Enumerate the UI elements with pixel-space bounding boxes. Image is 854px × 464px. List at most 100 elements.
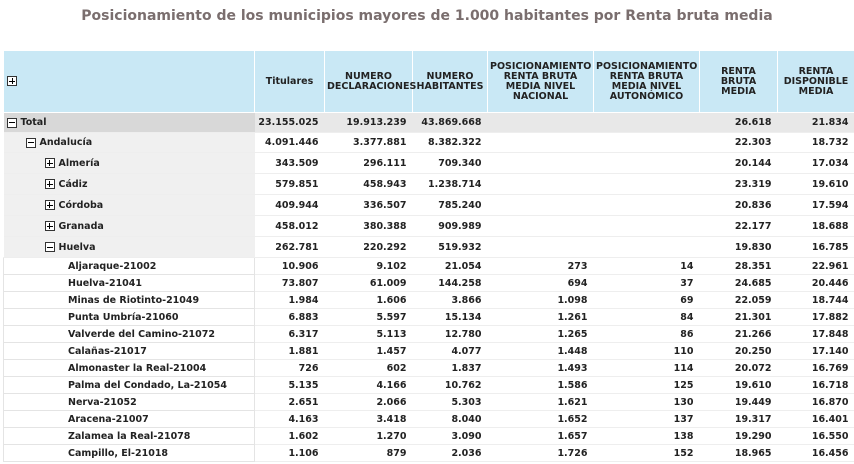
- cell-titulares: 262.781: [254, 236, 325, 258]
- header-declaraciones[interactable]: NUMERO DECLARACIONES: [324, 50, 416, 113]
- cell-renta-bruta: 23.319: [699, 173, 778, 195]
- cell-pos-autonomico: 84: [593, 308, 700, 326]
- row-label-cell: Punta Umbría-21060: [3, 308, 255, 326]
- cell-habitantes: 1.238.714: [412, 173, 488, 195]
- cell-renta-bruta: 22.059: [699, 291, 778, 309]
- cell-titulares: 5.135: [254, 376, 325, 394]
- cell-pos-nacional: [487, 236, 594, 258]
- row-label-cell: Aracena-21007: [3, 410, 255, 428]
- table-row-municipio: Zalamea la Real-21078 1.602 1.270 3.090 1.65…: [3, 427, 854, 445]
- header-habitantes[interactable]: NUMERO HABITANTES: [412, 50, 488, 113]
- cell-titulares: 1.984: [254, 291, 325, 309]
- row-label: Granada: [58, 220, 104, 232]
- row-label-cell[interactable]: Almería: [3, 152, 255, 174]
- header-renta-disponible[interactable]: RENTA DISPONIBLE MEDIA: [777, 50, 854, 113]
- cell-titulares: 579.851: [254, 173, 325, 195]
- cell-pos-autonomico: 110: [593, 342, 700, 360]
- cell-renta-disponible: 16.550: [777, 427, 854, 445]
- cell-pos-nacional: 1.652: [487, 410, 594, 428]
- row-label-cell: Nerva-21052: [3, 393, 255, 411]
- cell-pos-nacional: [487, 132, 594, 153]
- row-label: Almonaster la Real-21004: [68, 362, 207, 374]
- row-label-cell[interactable]: Granada: [3, 215, 255, 237]
- collapse-minus-icon[interactable]: [25, 137, 36, 148]
- cell-habitantes: 5.303: [412, 393, 488, 411]
- cell-renta-bruta: 24.685: [699, 274, 778, 292]
- cell-renta-bruta: 20.144: [699, 152, 778, 174]
- cell-renta-bruta: 18.965: [699, 444, 778, 462]
- row-label: Cádiz: [58, 178, 88, 190]
- cell-habitantes: 43.869.668: [412, 112, 488, 133]
- cell-declaraciones: 5.113: [324, 325, 413, 343]
- table-row-municipio: Palma del Condado, La-21054 5.135 4.166 10.…: [3, 376, 854, 394]
- cell-renta-disponible: 16.401: [777, 410, 854, 428]
- cell-pos-autonomico: [593, 152, 700, 174]
- row-label-cell[interactable]: Total: [3, 112, 255, 133]
- cell-declaraciones: 19.913.239: [324, 112, 413, 133]
- cell-pos-nacional: 273: [487, 257, 594, 275]
- row-label: Palma del Condado, La-21054: [68, 379, 227, 391]
- header-row: Titulares NUMERO DECLARACIONES NUMERO HA…: [3, 50, 854, 113]
- table-row-municipio: Huelva-21041 73.807 61.009 144.258 694 37 24.6…: [3, 274, 854, 292]
- cell-titulares: 409.944: [254, 194, 325, 216]
- cell-declaraciones: 1.457: [324, 342, 413, 360]
- cell-renta-bruta: 21.301: [699, 308, 778, 326]
- table-row-municipio: Almonaster la Real-21004 726 602 1.837 1.493…: [3, 359, 854, 377]
- cell-renta-disponible: 17.848: [777, 325, 854, 343]
- header-renta-bruta[interactable]: RENTA BRUTA MEDIA: [699, 50, 778, 113]
- expand-all-header[interactable]: [3, 50, 255, 113]
- cell-declaraciones: 1.606: [324, 291, 413, 309]
- cell-renta-disponible: 17.140: [777, 342, 854, 360]
- expand-plus-icon[interactable]: [44, 179, 55, 189]
- row-label-cell[interactable]: Andalucía: [3, 132, 255, 153]
- cell-pos-nacional: [487, 112, 594, 133]
- row-label-cell[interactable]: Cádiz: [3, 173, 255, 195]
- cell-declaraciones: 296.111: [324, 152, 413, 174]
- cell-pos-nacional: 1.586: [487, 376, 594, 394]
- table-row-municipio: Calañas-21017 1.881 1.457 4.077 1.448 110 20.2…: [3, 342, 854, 360]
- cell-pos-autonomico: [593, 132, 700, 153]
- cell-titulares: 2.651: [254, 393, 325, 411]
- cell-renta-bruta: 19.449: [699, 393, 778, 411]
- cell-renta-bruta: 21.266: [699, 325, 778, 343]
- cell-pos-autonomico: 69: [593, 291, 700, 309]
- cell-pos-autonomico: 86: [593, 325, 700, 343]
- income-table: Titulares NUMERO DECLARACIONES NUMERO HA…: [3, 50, 854, 462]
- cell-pos-nacional: 1.621: [487, 393, 594, 411]
- row-label: Campillo, El-21018: [68, 447, 169, 459]
- row-label: Almería: [58, 157, 100, 169]
- plus-icon[interactable]: [7, 76, 17, 87]
- cell-pos-nacional: [487, 194, 594, 216]
- expand-plus-icon[interactable]: [44, 158, 55, 168]
- cell-habitantes: 10.762: [412, 376, 488, 394]
- row-label-cell[interactable]: Huelva: [3, 236, 255, 258]
- cell-renta-disponible: 19.610: [777, 173, 854, 195]
- header-pos-nacional[interactable]: POSICIONAMIENTO RENTA BRUTA MEDIA NIVEL …: [487, 50, 594, 113]
- header-pos-autonomico[interactable]: POSICIONAMIENTO RENTA BRUTA MEDIA NIVEL …: [593, 50, 700, 113]
- cell-renta-disponible: 22.961: [777, 257, 854, 275]
- header-titulares[interactable]: Titulares: [254, 50, 325, 113]
- cell-pos-nacional: [487, 173, 594, 195]
- collapse-minus-icon[interactable]: [6, 117, 17, 128]
- cell-habitantes: 21.054: [412, 257, 488, 275]
- expand-plus-icon[interactable]: [44, 221, 55, 231]
- expand-plus-icon[interactable]: [44, 200, 55, 210]
- cell-titulares: 726: [254, 359, 325, 377]
- collapse-minus-icon[interactable]: [44, 242, 55, 252]
- row-label: Minas de Riotinto-21049: [68, 294, 200, 306]
- cell-renta-bruta: 22.303: [699, 132, 778, 153]
- cell-habitantes: 12.780: [412, 325, 488, 343]
- cell-renta-bruta: 19.830: [699, 236, 778, 258]
- cell-titulares: 1.106: [254, 444, 325, 462]
- cell-titulares: 458.012: [254, 215, 325, 237]
- row-label-cell: Valverde del Camino-21072: [3, 325, 255, 343]
- row-label: Punta Umbría-21060: [68, 311, 179, 323]
- cell-declaraciones: 61.009: [324, 274, 413, 292]
- cell-declaraciones: 5.597: [324, 308, 413, 326]
- row-label-cell[interactable]: Córdoba: [3, 194, 255, 216]
- cell-habitantes: 4.077: [412, 342, 488, 360]
- cell-pos-autonomico: 138: [593, 427, 700, 445]
- cell-pos-nacional: 1.726: [487, 444, 594, 462]
- cell-declaraciones: 1.270: [324, 427, 413, 445]
- table-row-municipio: Minas de Riotinto-21049 1.984 1.606 3.866 1.…: [3, 291, 854, 309]
